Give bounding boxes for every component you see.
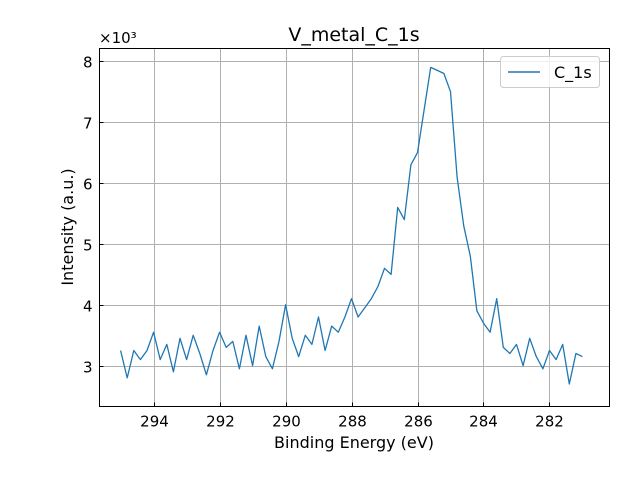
y-tick-label: 7 bbox=[83, 115, 93, 133]
y-tick-label: 5 bbox=[83, 237, 93, 255]
x-tick-label: 282 bbox=[535, 413, 564, 431]
grid bbox=[99, 48, 610, 407]
x-tick-label: 292 bbox=[206, 413, 235, 431]
y-multiplier-label: ×10³ bbox=[99, 29, 137, 47]
plot-frame bbox=[99, 48, 610, 407]
x-tick-label: 288 bbox=[338, 413, 367, 431]
x-tick-label: 284 bbox=[469, 413, 498, 431]
y-tick-label: 4 bbox=[83, 298, 93, 316]
x-tick-label: 286 bbox=[404, 413, 433, 431]
legend: C_1s bbox=[500, 56, 600, 88]
y-tick-label: 6 bbox=[83, 176, 93, 194]
chart-title: V_metal_C_1s bbox=[288, 24, 419, 46]
legend-box bbox=[500, 56, 600, 88]
y-tick-label: 8 bbox=[83, 54, 93, 72]
ticks: 294 292 290 288 286 284 282 3 4 5 6 7 8 bbox=[83, 54, 564, 431]
x-tick-label: 290 bbox=[272, 413, 301, 431]
x-axis-label: Binding Energy (eV) bbox=[274, 433, 434, 452]
series-layer bbox=[119, 66, 583, 385]
series-line-c-1s bbox=[119, 66, 583, 385]
x-tick-label: 294 bbox=[140, 413, 169, 431]
y-axis-label: Intensity (a.u.) bbox=[58, 168, 77, 285]
legend-label-c-1s: C_1s bbox=[554, 63, 592, 83]
y-tick-label: 3 bbox=[83, 359, 93, 377]
